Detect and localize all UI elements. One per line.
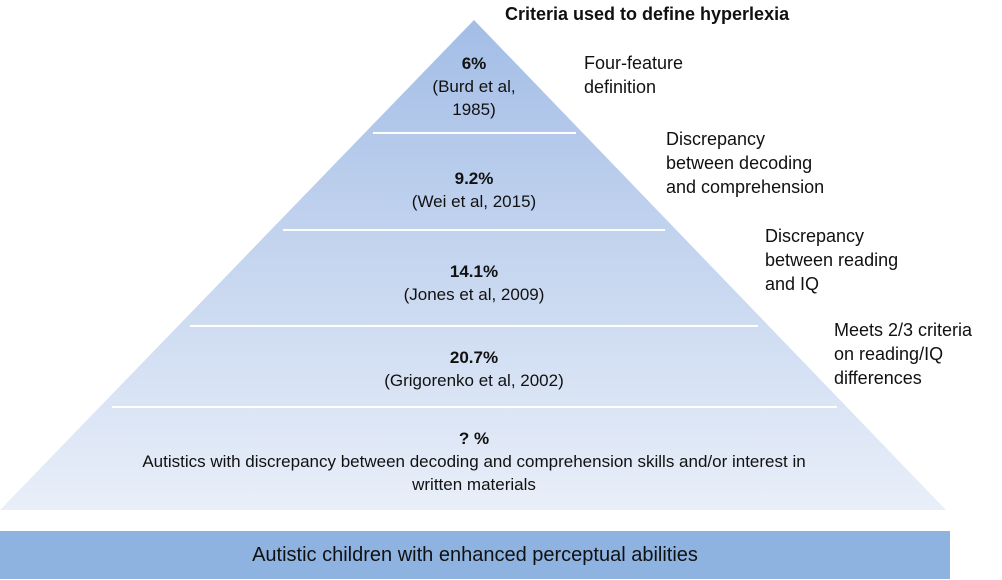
- tier-2-percent: 9.2%: [454, 169, 494, 188]
- tier-1-citation: (Burd et al, 1985): [432, 77, 516, 119]
- tier-4-text: 20.7% (Grigorenko et al, 2002): [314, 346, 634, 392]
- tier-5-description: Autistics with discrepancy between decod…: [142, 452, 806, 494]
- tier-3-criteria: Discrepancy between reading and IQ: [765, 226, 899, 294]
- tier-4-citation: (Grigorenko et al, 2002): [384, 371, 564, 390]
- tier-4-criteria: Meets 2/3 criteria on reading/IQ differe…: [834, 320, 973, 388]
- tier-3-percent: 14.1%: [449, 262, 499, 281]
- tier-1-percent: 6%: [461, 54, 487, 73]
- tier-5-percent: ? %: [458, 429, 490, 448]
- diagram-title: Criteria used to define hyperlexia: [505, 4, 790, 24]
- tier-2-criteria: Discrepancy between decoding and compreh…: [666, 129, 825, 197]
- base-bar-label: Autistic children with enhanced perceptu…: [252, 543, 698, 566]
- tier-3-text: 14.1% (Jones et al, 2009): [344, 260, 604, 306]
- tier-4-percent: 20.7%: [449, 348, 499, 367]
- tier-5-text: ? % Autistics with discrepancy between d…: [134, 427, 814, 496]
- tier-3-citation: (Jones et al, 2009): [403, 285, 545, 304]
- pyramid-shape: [0, 20, 946, 510]
- tier-1-text: 6% (Burd et al, 1985): [414, 52, 534, 121]
- base-bar: Autistic children with enhanced perceptu…: [0, 531, 950, 579]
- tier-2-citation: (Wei et al, 2015): [411, 192, 537, 211]
- tier-2-text: 9.2% (Wei et al, 2015): [364, 167, 584, 213]
- tier-1-criteria: Four-feature definition: [584, 53, 684, 97]
